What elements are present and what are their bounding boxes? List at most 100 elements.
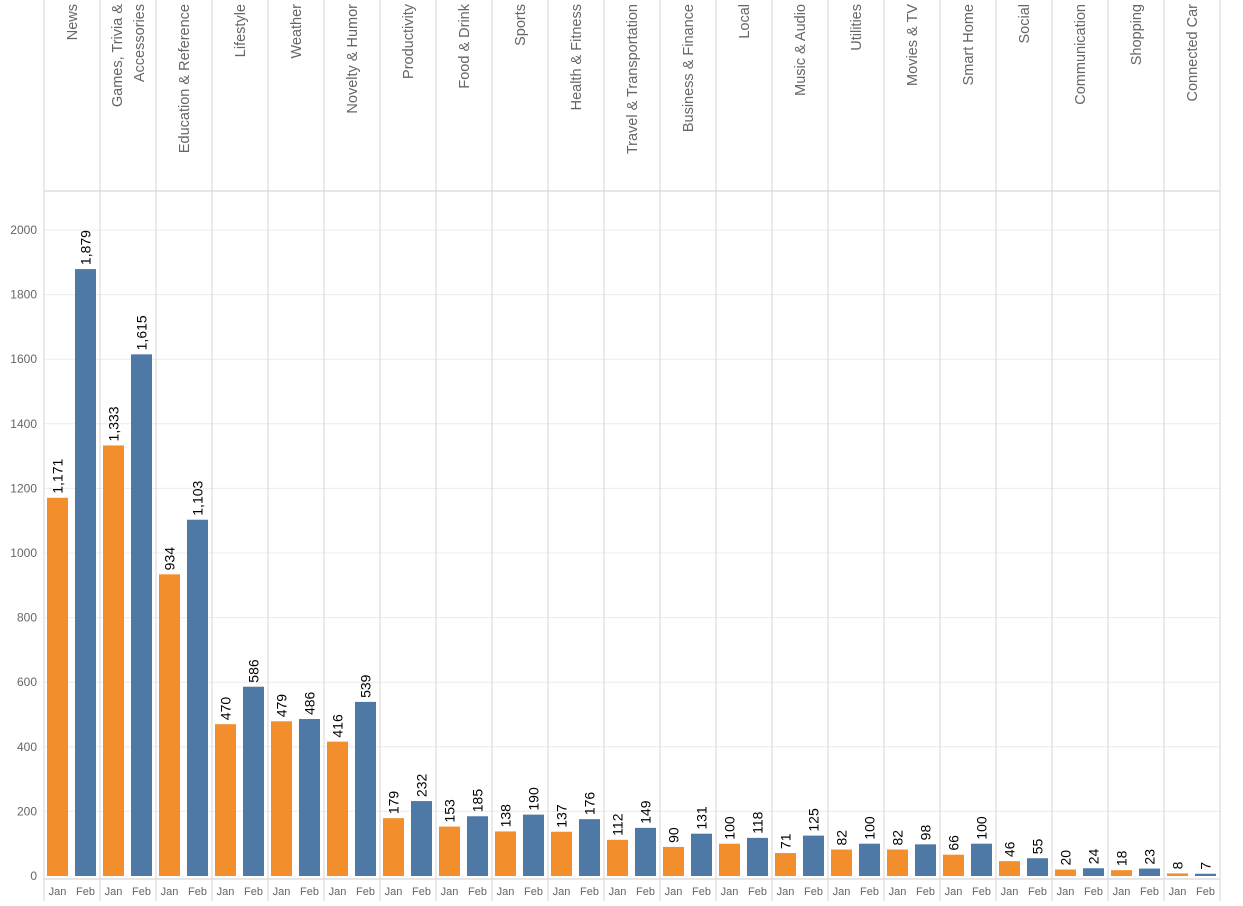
y-tick-label: 0 [30,869,37,883]
bar-feb[interactable] [859,843,880,876]
x-month-label: Feb [356,886,375,898]
bar-jan[interactable] [831,849,852,876]
category-header: Weather [289,4,305,59]
bar-jan[interactable] [159,574,180,876]
x-month-label: Jan [1169,886,1187,898]
x-month-label: Feb [692,886,711,898]
x-month-label: Feb [188,886,207,898]
bar-jan[interactable] [607,839,628,876]
bar-value-label: 8 [1170,861,1186,869]
bar-jan[interactable] [663,846,684,876]
category-header: Smart Home [961,4,977,85]
x-month-label: Feb [1028,886,1047,898]
bar-feb[interactable] [1027,858,1048,876]
bar-feb[interactable] [355,701,376,876]
bar-feb[interactable] [803,835,824,876]
bar-value-label: 1,171 [50,459,66,494]
x-month-label: Jan [497,886,515,898]
bar-value-label: 1,615 [134,315,150,350]
category-header: Business & Finance [681,4,697,132]
bar-jan[interactable] [1111,870,1132,876]
category-header: Music & Audio [793,4,809,96]
x-month-label: Feb [1084,886,1103,898]
bar-jan[interactable] [495,831,516,876]
x-month-label: Feb [804,886,823,898]
bar-jan[interactable] [383,818,404,876]
x-month-label: Feb [748,886,767,898]
category-header: News [65,4,81,40]
bar-feb[interactable] [971,843,992,876]
bar-feb[interactable] [299,719,320,876]
bar-value-label: 66 [946,835,962,851]
bar-value-label: 24 [1086,848,1102,864]
bar-value-label: 190 [526,787,542,811]
bar-value-label: 18 [1114,850,1130,866]
bar-jan[interactable] [719,843,740,876]
bar-value-label: 46 [1002,841,1018,857]
bar-jan[interactable] [103,445,124,876]
bar-feb[interactable] [131,354,152,877]
bar-jan[interactable] [47,497,68,876]
x-month-label: Feb [1196,886,1215,898]
x-month-label: Jan [553,886,571,898]
x-month-label: Jan [273,886,291,898]
bar-feb[interactable] [747,837,768,876]
bar-jan[interactable] [775,853,796,876]
bar-value-label: 934 [162,547,178,571]
bar-feb[interactable] [243,686,264,876]
category-header: Accessories [132,4,148,82]
x-month-label: Feb [412,886,431,898]
bar-jan[interactable] [999,861,1020,876]
bar-jan[interactable] [551,831,572,876]
bar-value-label: 470 [218,697,234,721]
bar-value-label: 479 [274,694,290,718]
bar-feb[interactable] [1139,868,1160,876]
x-month-label: Jan [889,886,907,898]
bar-value-label: 137 [554,804,570,828]
bar-feb[interactable] [411,801,432,876]
bar-feb[interactable] [579,819,600,876]
bar-jan[interactable] [271,721,292,876]
x-month-label: Jan [721,886,739,898]
category-header: Food & Drink [457,3,473,88]
bar-feb[interactable] [635,827,656,876]
y-tick-label: 600 [17,675,37,689]
x-month-label: Feb [1140,886,1159,898]
bar-feb[interactable] [691,833,712,876]
bar-feb[interactable] [915,844,936,876]
x-month-label: Jan [833,886,851,898]
x-month-label: Jan [945,886,963,898]
bar-value-label: 20 [1058,850,1074,866]
bar-feb[interactable] [467,816,488,876]
bar-value-label: 82 [890,830,906,846]
bar-value-label: 55 [1030,838,1046,854]
x-month-label: Jan [665,886,683,898]
bar-feb[interactable] [523,814,544,876]
x-month-label: Jan [161,886,179,898]
bar-jan[interactable] [1055,869,1076,876]
bar-feb[interactable] [75,269,96,876]
bar-jan[interactable] [943,854,964,876]
category-header: Communication [1073,4,1089,105]
x-month-label: Jan [217,886,235,898]
bar-value-label: 176 [582,792,598,816]
bar-jan[interactable] [1167,873,1188,876]
category-header: Lifestyle [233,4,249,57]
bar-jan[interactable] [887,849,908,876]
category-header: Health & Fitness [569,4,585,110]
bar-value-label: 1,879 [78,230,94,265]
bar-feb[interactable] [187,519,208,876]
bar-value-label: 7 [1198,862,1214,870]
bar-feb[interactable] [1195,873,1216,876]
bar-feb[interactable] [1083,868,1104,876]
bar-value-label: 112 [610,813,626,836]
bar-jan[interactable] [215,724,236,876]
bar-value-label: 100 [974,816,990,840]
bar-jan[interactable] [439,826,460,876]
bar-value-label: 149 [638,800,654,824]
bar-value-label: 539 [358,674,374,698]
category-header: Travel & Transportation [625,4,641,154]
bar-value-label: 185 [470,789,486,813]
bar-jan[interactable] [327,741,348,876]
bar-value-label: 1,333 [106,406,122,441]
